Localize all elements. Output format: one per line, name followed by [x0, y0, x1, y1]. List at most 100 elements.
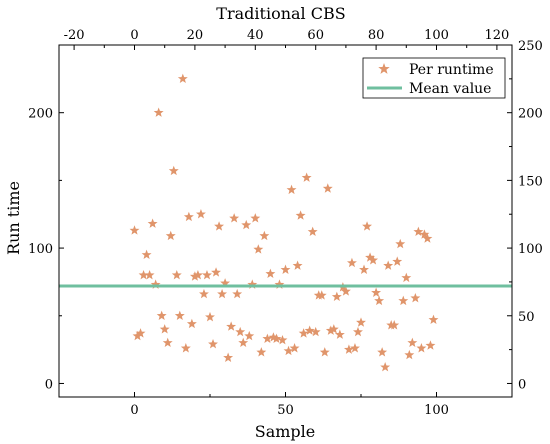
data-point [334, 329, 345, 339]
data-point [229, 213, 240, 223]
data-point [319, 347, 330, 357]
data-point [277, 334, 288, 345]
data-point [274, 279, 285, 289]
data-point [325, 325, 336, 335]
data-point [331, 291, 342, 302]
data-point [404, 349, 415, 360]
data-point [295, 210, 306, 220]
y-tick-label-right: 100 [518, 242, 543, 257]
data-point [304, 325, 315, 335]
data-point [362, 221, 372, 231]
data-point [356, 317, 366, 327]
data-point [235, 326, 246, 337]
data-point [310, 326, 321, 337]
x-tick-label-bottom: 100 [424, 403, 449, 418]
y-axis-label: Run time [4, 181, 23, 255]
data-point [208, 339, 218, 349]
data-point [135, 328, 146, 338]
data-point [156, 310, 167, 320]
data-point [153, 107, 164, 117]
data-point [129, 225, 140, 235]
data-point [398, 295, 409, 306]
data-point [180, 343, 191, 353]
data-point [171, 269, 182, 280]
x-tick-label-bottom: 50 [277, 403, 294, 418]
data-point [214, 221, 225, 231]
data-point [232, 288, 243, 299]
data-point [138, 269, 149, 280]
data-point [150, 279, 161, 289]
data-point [392, 256, 403, 266]
data-point [389, 320, 400, 330]
y-tick-label-right: 0 [518, 377, 526, 392]
y-tick-label-left: 100 [28, 242, 53, 257]
data-point [211, 267, 221, 277]
data-point [250, 213, 261, 223]
y-tick-label-right: 200 [518, 107, 543, 122]
data-point [168, 165, 179, 176]
data-point [162, 337, 173, 348]
data-point [416, 343, 427, 353]
data-point [165, 230, 176, 241]
data-point [410, 292, 421, 303]
data-point [428, 314, 439, 325]
data-point [301, 172, 312, 182]
y-tick-label-right: 50 [518, 310, 535, 325]
data-point [268, 332, 279, 342]
data-point [283, 345, 294, 356]
y-tick-label-right: 150 [518, 174, 543, 189]
data-point [374, 295, 385, 306]
data-point [322, 183, 333, 193]
y-tick-label-left: 200 [28, 107, 53, 122]
data-point [289, 343, 300, 353]
data-point [343, 344, 354, 354]
data-point [292, 260, 303, 270]
data-point [383, 260, 394, 270]
data-point [280, 264, 291, 274]
data-point [226, 321, 237, 331]
data-point [346, 257, 357, 268]
legend-label-per-runtime: Per runtime [409, 62, 494, 78]
data-point [413, 226, 424, 237]
data-point [353, 326, 363, 337]
x-tick-label-top: 40 [247, 28, 264, 43]
data-point [183, 211, 194, 222]
data-point [307, 226, 318, 237]
x-tick-label-bottom: 0 [130, 403, 138, 418]
data-point [328, 324, 339, 334]
data-point [380, 362, 391, 372]
data-point [340, 286, 351, 296]
y-tick-label-right: 250 [518, 39, 543, 54]
data-point [253, 244, 264, 254]
data-point [159, 324, 170, 334]
data-point [265, 268, 276, 279]
x-tick-label-top: -20 [64, 28, 85, 43]
data-point [425, 340, 436, 350]
data-point [241, 219, 252, 230]
x-tick-label-top: 80 [368, 28, 385, 43]
y-tick-label-left: 0 [45, 377, 53, 392]
data-point [271, 333, 282, 343]
data-point [350, 343, 360, 353]
data-point [298, 328, 309, 338]
data-point [132, 330, 143, 341]
data-point [195, 209, 206, 219]
legend-marker-per-runtime [378, 63, 390, 74]
legend: Per runtime Mean value [362, 57, 506, 99]
x-tick-label-top: 0 [130, 28, 138, 43]
x-tick-label-top: 120 [484, 28, 509, 43]
data-point [256, 347, 267, 357]
data-point [144, 269, 155, 280]
data-point [286, 184, 297, 195]
data-point [419, 229, 430, 239]
x-tick-label-top: 100 [424, 28, 449, 43]
data-point [202, 269, 212, 280]
data-point [192, 269, 203, 280]
data-point [141, 249, 152, 260]
x-axis-label: Sample [255, 422, 316, 441]
data-point [359, 264, 369, 274]
data-point [371, 287, 382, 297]
data-point [401, 272, 412, 283]
data-point [177, 73, 188, 84]
data-point [259, 230, 270, 241]
